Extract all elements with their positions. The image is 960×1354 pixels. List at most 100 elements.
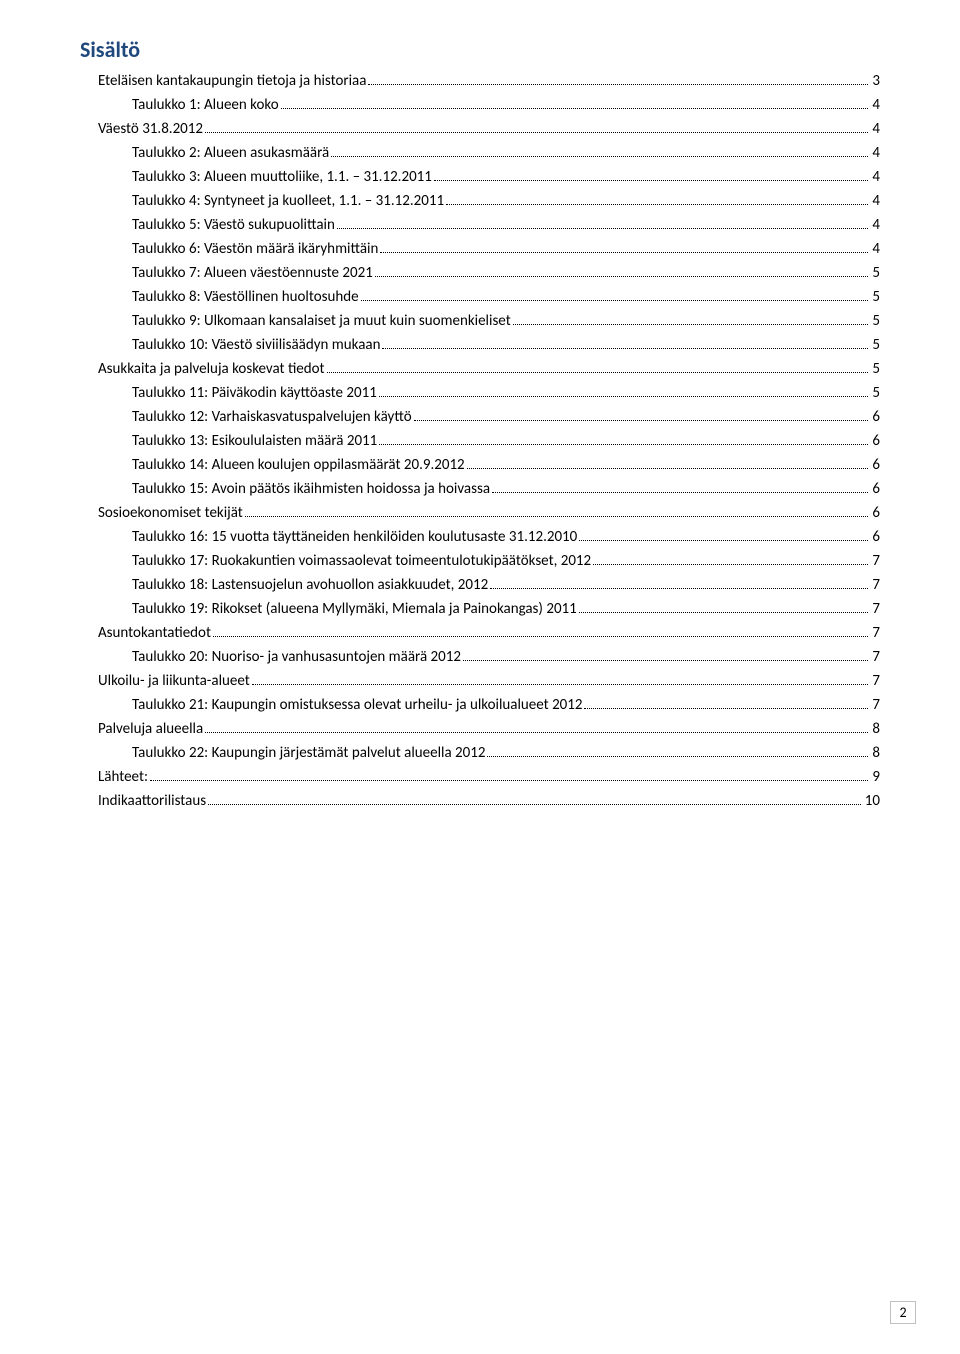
toc-entry[interactable]: Taulukko 19: Rikokset (alueena Myllymäki…	[80, 597, 880, 621]
toc-leader-dots	[463, 647, 868, 662]
toc-entry-label: Taulukko 12: Varhaiskasvatuspalvelujen k…	[132, 405, 412, 429]
toc-entry-page: 7	[870, 573, 880, 597]
toc-entry-label: Taulukko 16: 15 vuotta täyttäneiden henk…	[132, 525, 577, 549]
toc-leader-dots	[513, 311, 869, 326]
toc-leader-dots	[150, 767, 868, 782]
toc-entry[interactable]: Taulukko 13: Esikoululaisten määrä 2011 …	[80, 429, 880, 453]
toc-leader-dots	[213, 623, 868, 638]
toc-entry-page: 4	[870, 237, 880, 261]
toc-leader-dots	[414, 407, 869, 422]
toc-entry[interactable]: Taulukko 17: Ruokakuntien voimassaolevat…	[80, 549, 880, 573]
toc-entry[interactable]: Taulukko 15: Avoin päätös ikäihmisten ho…	[80, 477, 880, 501]
toc-entry[interactable]: Taulukko 3: Alueen muuttoliike, 1.1. – 3…	[80, 165, 880, 189]
toc-entry[interactable]: Taulukko 9: Ulkomaan kansalaiset ja muut…	[80, 309, 880, 333]
toc-leader-dots	[205, 719, 868, 734]
toc-leader-dots	[281, 95, 869, 110]
toc-entry-page: 5	[870, 309, 880, 333]
toc-leader-dots	[579, 527, 868, 542]
toc-entry[interactable]: Taulukko 8: Väestöllinen huoltosuhde 5	[80, 285, 880, 309]
toc-entry-label: Taulukko 11: Päiväkodin käyttöaste 2011	[132, 381, 377, 405]
toc-entry-page: 4	[870, 93, 880, 117]
toc-entry-label: Taulukko 1: Alueen koko	[132, 93, 279, 117]
toc-entry[interactable]: Ulkoilu- ja liikunta-alueet 7	[80, 669, 880, 693]
toc-entry-page: 4	[870, 117, 880, 141]
toc-entry[interactable]: Taulukko 12: Varhaiskasvatuspalvelujen k…	[80, 405, 880, 429]
toc-entry-label: Indikaattorilistaus	[98, 789, 206, 813]
toc-entry[interactable]: Lähteet: 9	[80, 765, 880, 789]
toc-entry-label: Sosioekonomiset tekijät	[98, 501, 243, 525]
toc-entry-page: 7	[870, 669, 880, 693]
toc-entry-label: Taulukko 18: Lastensuojelun avohuollon a…	[132, 573, 488, 597]
toc-leader-dots	[375, 263, 869, 278]
toc-leader-dots	[368, 71, 868, 86]
toc-entry[interactable]: Sosioekonomiset tekijät 6	[80, 501, 880, 525]
toc-entry-page: 7	[870, 645, 880, 669]
toc-entry-page: 4	[870, 213, 880, 237]
toc-entry-page: 6	[870, 429, 880, 453]
toc-leader-dots	[490, 575, 868, 590]
toc-entry[interactable]: Eteläisen kantakaupungin tietoja ja hist…	[80, 69, 880, 93]
toc-entry-page: 5	[870, 381, 880, 405]
toc-entry[interactable]: Väestö 31.8.2012 4	[80, 117, 880, 141]
toc-entry-page: 8	[870, 741, 880, 765]
toc-leader-dots	[593, 551, 868, 566]
toc-entry-label: Eteläisen kantakaupungin tietoja ja hist…	[98, 69, 366, 93]
toc-leader-dots	[382, 335, 868, 350]
page-number: 2	[890, 1301, 916, 1324]
toc-entry-page: 6	[870, 477, 880, 501]
toc-entry-label: Taulukko 17: Ruokakuntien voimassaolevat…	[132, 549, 591, 573]
toc-entry-label: Taulukko 8: Väestöllinen huoltosuhde	[132, 285, 359, 309]
toc-entry-label: Taulukko 6: Väestön määrä ikäryhmittäin	[132, 237, 378, 261]
toc-entry-page: 6	[870, 453, 880, 477]
toc-entry[interactable]: Taulukko 16: 15 vuotta täyttäneiden henk…	[80, 525, 880, 549]
toc-entry-label: Ulkoilu- ja liikunta-alueet	[98, 669, 250, 693]
toc-entry-page: 5	[870, 357, 880, 381]
toc-leader-dots	[584, 695, 868, 710]
toc-entry-page: 8	[870, 717, 880, 741]
toc-entry[interactable]: Taulukko 11: Päiväkodin käyttöaste 2011 …	[80, 381, 880, 405]
toc-leader-dots	[467, 455, 869, 470]
toc-leader-dots	[379, 383, 869, 398]
toc-leader-dots	[380, 239, 868, 254]
toc-leader-dots	[252, 671, 869, 686]
toc-leader-dots	[434, 167, 869, 182]
toc-entry-page: 7	[870, 597, 880, 621]
toc-entry[interactable]: Indikaattorilistaus 10	[80, 789, 880, 813]
toc-leader-dots	[205, 119, 868, 134]
toc-entry[interactable]: Taulukko 6: Väestön määrä ikäryhmittäin …	[80, 237, 880, 261]
toc-leader-dots	[446, 191, 868, 206]
toc-entry-page: 10	[863, 789, 880, 813]
toc-entry[interactable]: Taulukko 20: Nuoriso- ja vanhusasuntojen…	[80, 645, 880, 669]
toc-entry[interactable]: Taulukko 14: Alueen koulujen oppilasmäär…	[80, 453, 880, 477]
toc-leader-dots	[361, 287, 869, 302]
toc-entry[interactable]: Taulukko 4: Syntyneet ja kuolleet, 1.1. …	[80, 189, 880, 213]
toc-entry[interactable]: Taulukko 7: Alueen väestöennuste 2021 5	[80, 261, 880, 285]
toc-entry-label: Taulukko 2: Alueen asukasmäärä	[132, 141, 329, 165]
toc-entry[interactable]: Taulukko 1: Alueen koko 4	[80, 93, 880, 117]
toc-leader-dots	[379, 431, 868, 446]
toc-entry[interactable]: Taulukko 5: Väestö sukupuolittain 4	[80, 213, 880, 237]
toc-entry-page: 4	[870, 189, 880, 213]
toc-entry-label: Taulukko 14: Alueen koulujen oppilasmäär…	[132, 453, 465, 477]
toc-entry-page: 7	[870, 621, 880, 645]
toc-entry-label: Taulukko 5: Väestö sukupuolittain	[132, 213, 335, 237]
toc-entry-label: Taulukko 22: Kaupungin järjestämät palve…	[132, 741, 485, 765]
toc-entry[interactable]: Asuntokantatiedot 7	[80, 621, 880, 645]
toc-leader-dots	[327, 359, 869, 374]
toc-entry-label: Lähteet:	[98, 765, 148, 789]
toc-entry-label: Taulukko 7: Alueen väestöennuste 2021	[132, 261, 373, 285]
toc-entry-page: 5	[870, 261, 880, 285]
toc-leader-dots	[579, 599, 869, 614]
toc-entry[interactable]: Palveluja alueella 8	[80, 717, 880, 741]
toc-entry[interactable]: Taulukko 22: Kaupungin järjestämät palve…	[80, 741, 880, 765]
toc-entry-label: Taulukko 10: Väestö siviilisäädyn mukaan	[132, 333, 380, 357]
toc-entry-label: Palveluja alueella	[98, 717, 203, 741]
toc-entry-page: 3	[870, 69, 880, 93]
toc-entry-page: 5	[870, 333, 880, 357]
toc-entry[interactable]: Taulukko 10: Väestö siviilisäädyn mukaan…	[80, 333, 880, 357]
toc-entry[interactable]: Taulukko 2: Alueen asukasmäärä 4	[80, 141, 880, 165]
toc-leader-dots	[492, 479, 868, 494]
toc-entry[interactable]: Taulukko 18: Lastensuojelun avohuollon a…	[80, 573, 880, 597]
toc-entry[interactable]: Taulukko 21: Kaupungin omistuksessa olev…	[80, 693, 880, 717]
toc-entry[interactable]: Asukkaita ja palveluja koskevat tiedot 5	[80, 357, 880, 381]
